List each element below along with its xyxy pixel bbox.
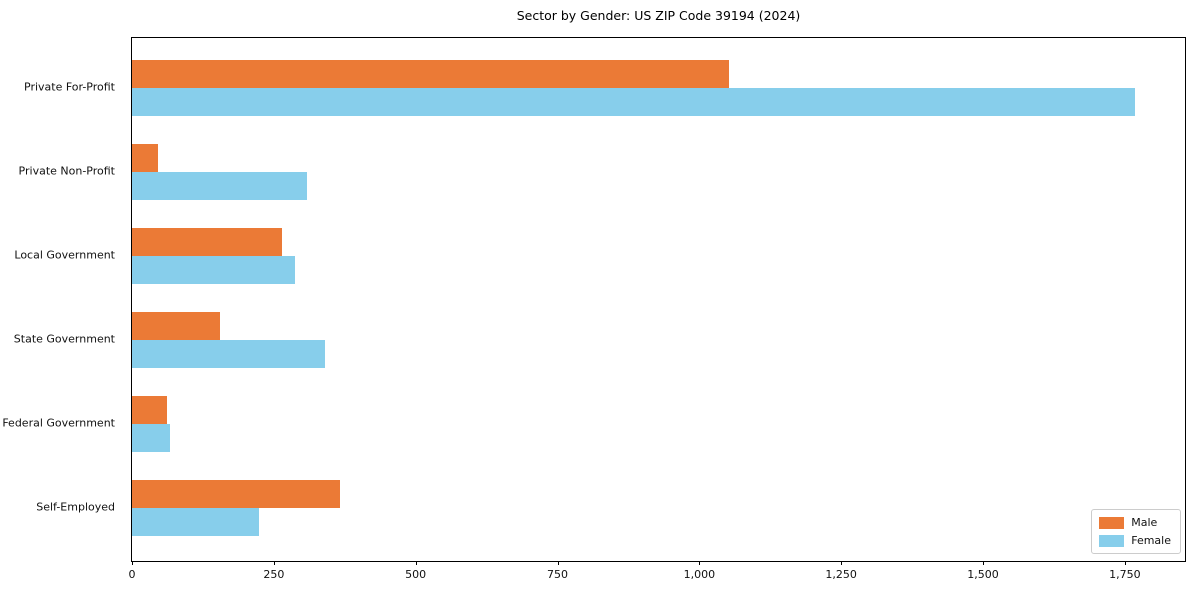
x-axis-tick-label: 1,250 <box>825 568 857 581</box>
bar-female-4 <box>132 424 170 452</box>
y-axis-label: Private For-Profit <box>24 80 115 94</box>
x-axis-tick-label: 1,500 <box>967 568 999 581</box>
bar-female-2 <box>132 256 295 284</box>
y-axis-label: State Government <box>13 332 115 346</box>
bar-female-3 <box>132 340 325 368</box>
y-axis-label: Federal Government <box>2 416 115 430</box>
bar-male-5 <box>132 480 340 508</box>
legend-label-female: Female <box>1131 534 1171 547</box>
x-axis-tick-label: 1,750 <box>1109 568 1141 581</box>
x-axis-tick <box>273 561 275 565</box>
legend-item-male: Male <box>1099 516 1171 529</box>
bar-male-2 <box>132 228 282 256</box>
legend-swatch-female <box>1099 534 1125 547</box>
y-axis-label: Self-Employed <box>36 500 115 514</box>
plot-area: Male Female 0 250 500 750 1,000 1,250 1,500 1,7… <box>129 37 1186 581</box>
x-axis-tick <box>699 561 701 565</box>
x-axis-tick <box>841 561 843 565</box>
y-axis-labels: Private For-Profit Private Non-Profit Loca… <box>0 37 123 562</box>
legend-item-female: Female <box>1099 534 1171 547</box>
x-axis-tick <box>557 561 559 565</box>
bar-male-3 <box>132 312 220 340</box>
x-axis-tick-label: 750 <box>547 568 568 581</box>
chart-title: Sector by Gender: US ZIP Code 39194 (202… <box>516 8 801 23</box>
x-axis-tick-label: 0 <box>128 568 136 581</box>
y-axis-label: Private Non-Profit <box>18 164 115 178</box>
x-axis-tick <box>132 561 133 565</box>
legend-swatch-male <box>1099 516 1125 529</box>
bar-male-1 <box>132 144 158 172</box>
x-axis-tick-label: 1,000 <box>683 568 716 581</box>
x-axis-tick <box>983 561 985 565</box>
x-axis-tick <box>1124 561 1126 565</box>
x-axis-tick <box>415 561 417 565</box>
bar-female-5 <box>132 508 259 536</box>
x-axis-tick-label: 250 <box>263 568 285 581</box>
y-axis-label: Local Government <box>14 248 115 262</box>
bar-male-4 <box>132 396 168 424</box>
x-axis-tick-label: 500 <box>405 568 427 581</box>
bar-female-1 <box>132 172 308 200</box>
bar-female-0 <box>132 88 1135 116</box>
legend: Male Female <box>1091 509 1181 554</box>
bar-male-0 <box>132 60 730 88</box>
legend-label-male: Male <box>1131 516 1158 529</box>
